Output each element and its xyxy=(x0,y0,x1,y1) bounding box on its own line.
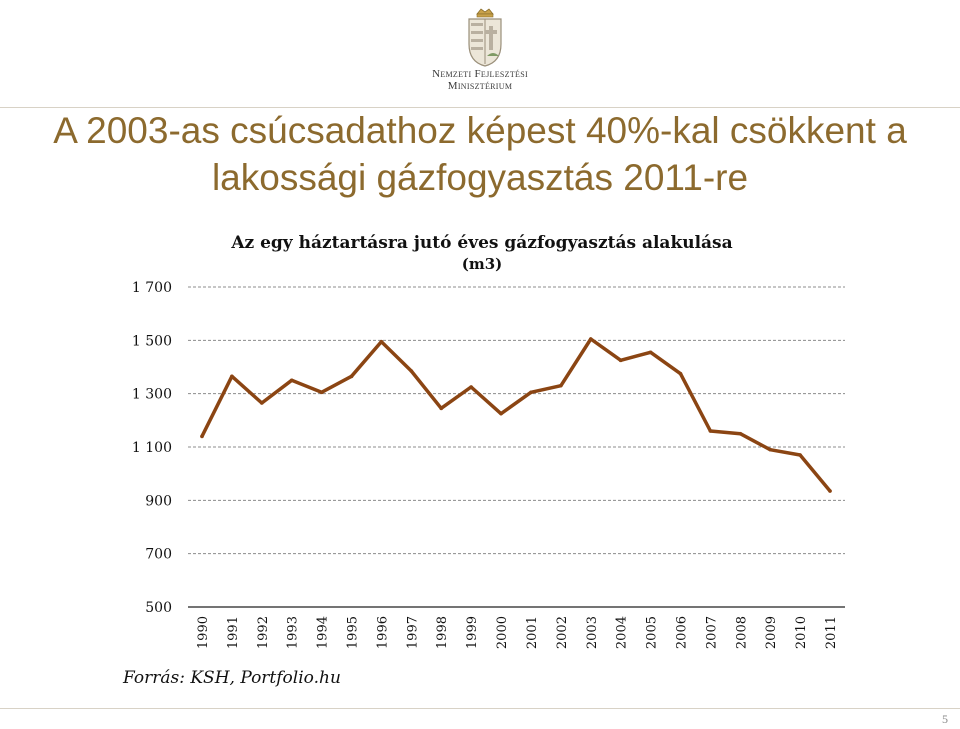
gas-consumption-chart: Az egy háztartásra jutó éves gázfogyaszt… xyxy=(132,233,845,649)
data-point xyxy=(678,371,683,376)
x-tick-label: 1990 xyxy=(196,616,211,649)
data-point xyxy=(289,378,294,383)
data-point xyxy=(738,431,743,436)
x-tick-label: 2010 xyxy=(794,616,809,649)
data-point xyxy=(529,390,533,395)
x-tick-label: 2004 xyxy=(615,616,630,649)
x-tick-label: 1999 xyxy=(465,616,480,649)
slide-title-line2: lakossági gázfogyasztás 2011-re xyxy=(211,157,749,198)
slide-title-line1: A 2003-as csúcsadathoz képest 40%-kal cs… xyxy=(53,110,907,151)
header-divider xyxy=(0,107,960,108)
x-tick-label: 2009 xyxy=(764,616,779,649)
data-point xyxy=(319,390,324,395)
x-tick-label: 2005 xyxy=(645,616,660,649)
x-tick-label: 2011 xyxy=(824,616,839,649)
data-point xyxy=(768,447,772,452)
x-tick-label: 1995 xyxy=(346,616,361,649)
ministry-name-line1: Nemzeti Fejlesztési xyxy=(432,68,528,80)
x-tick-label: 1994 xyxy=(316,616,331,649)
data-point xyxy=(708,429,713,433)
data-point xyxy=(200,434,204,439)
x-tick-label: 2008 xyxy=(734,616,749,649)
data-point xyxy=(499,411,503,416)
y-tick-label: 1 700 xyxy=(132,280,172,296)
ministry-name-line2: Minisztérium xyxy=(447,80,513,92)
y-tick-label: 900 xyxy=(145,493,172,509)
coat-of-arms-logo xyxy=(468,8,502,67)
data-point xyxy=(588,337,593,341)
data-point xyxy=(648,350,653,355)
x-tick-label: 2001 xyxy=(525,616,540,649)
chart-subtitle: (m3) xyxy=(462,255,503,273)
y-tick-label: 1 500 xyxy=(132,333,172,349)
x-tick-label: 2002 xyxy=(555,616,570,649)
data-point xyxy=(260,401,264,405)
data-point xyxy=(559,383,563,388)
x-tick-label: 1991 xyxy=(226,616,241,649)
data-point xyxy=(409,369,414,373)
y-tick-label: 1 300 xyxy=(132,387,172,403)
data-point xyxy=(230,374,234,379)
data-point xyxy=(439,406,444,411)
x-tick-label: 2003 xyxy=(585,616,600,649)
page-number: 5 xyxy=(942,712,948,726)
x-tick-label: 1993 xyxy=(286,616,301,649)
y-tick-label: 700 xyxy=(145,547,172,563)
data-point xyxy=(469,385,473,389)
chart-source-note: Forrás: KSH, Portfolio.hu xyxy=(123,668,341,688)
data-point xyxy=(618,358,623,363)
y-tick-label: 1 100 xyxy=(132,440,172,456)
data-point xyxy=(798,453,802,457)
data-point xyxy=(828,489,832,493)
data-point xyxy=(379,339,384,344)
x-tick-label: 2007 xyxy=(704,616,719,649)
data-point xyxy=(349,374,354,379)
y-tick-label: 500 xyxy=(145,600,172,616)
x-tick-label: 1992 xyxy=(256,616,271,649)
x-tick-label: 1996 xyxy=(375,616,390,649)
chart-title: Az egy háztartásra jutó éves gázfogyaszt… xyxy=(230,233,732,253)
x-tick-label: 2000 xyxy=(495,616,510,649)
series-line xyxy=(200,337,832,493)
footer-divider xyxy=(0,708,960,709)
x-tick-label: 1997 xyxy=(405,616,420,649)
x-tick-label: 1998 xyxy=(435,616,450,649)
x-tick-label: 2006 xyxy=(674,616,689,649)
